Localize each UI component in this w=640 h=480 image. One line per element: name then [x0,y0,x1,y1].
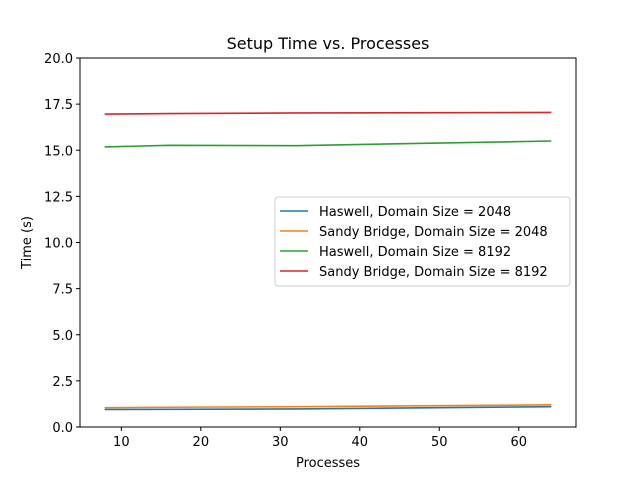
x-tick-label: 10 [113,435,130,450]
y-tick-label: 2.5 [52,375,73,390]
y-tick-label: 20.0 [44,52,73,67]
legend-label-4: Sandy Bridge, Domain Size = 8192 [319,265,548,280]
y-axis: 0.0 2.5 5.0 7.5 10.0 12.5 15.0 17.5 20.0 [44,52,80,436]
y-tick-label: 0.0 [52,421,73,436]
legend-label-1: Haswell, Domain Size = 2048 [319,205,511,220]
legend-label-2: Sandy Bridge, Domain Size = 2048 [319,225,548,240]
legend-box [274,196,571,287]
x-tick-label: 30 [272,435,289,450]
series-line-2 [104,404,552,409]
y-tick-label: 12.5 [44,190,73,205]
x-tick-label: 20 [193,435,210,450]
series-line-3 [104,140,552,148]
chart-title: Setup Time vs. Processes [227,34,430,53]
plot-area [104,111,552,411]
x-axis-title: Processes [296,456,360,471]
legend-label-3: Haswell, Domain Size = 8192 [319,245,511,260]
legend: Haswell, Domain Size = 2048 Sandy Bridge,… [274,196,571,287]
y-axis-title: Time (s) [20,216,35,270]
series-line-4 [104,111,552,115]
y-tick-label: 7.5 [52,283,73,298]
x-tick-label: 60 [510,435,527,450]
y-tick-label: 15.0 [44,144,73,159]
series-line-1 [104,405,552,411]
x-tick-label: 50 [431,435,448,450]
y-tick-label: 17.5 [44,98,73,113]
x-axis: 10 20 30 40 50 60 [113,427,527,450]
x-tick-label: 40 [352,435,369,450]
y-tick-label: 5.0 [52,329,73,344]
y-tick-label: 10.0 [44,237,73,252]
